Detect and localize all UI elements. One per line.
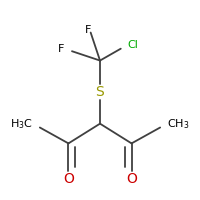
Text: F: F [58, 44, 64, 54]
Text: H$_3$C: H$_3$C [10, 117, 33, 131]
Text: Cl: Cl [128, 40, 138, 50]
Text: F: F [85, 25, 91, 35]
Text: O: O [126, 172, 137, 186]
Text: S: S [96, 85, 104, 99]
Text: CH$_3$: CH$_3$ [167, 117, 190, 131]
Text: O: O [63, 172, 74, 186]
